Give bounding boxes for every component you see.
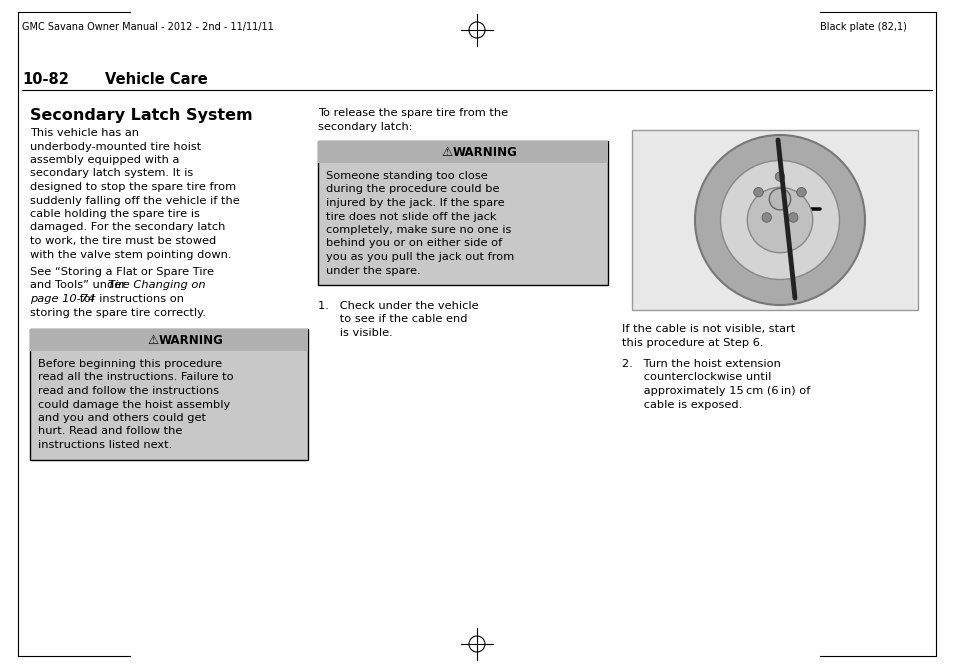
Text: ⚠: ⚠ (147, 334, 158, 347)
FancyBboxPatch shape (317, 141, 607, 163)
Text: is visible.: is visible. (317, 328, 393, 338)
Text: assembly equipped with a: assembly equipped with a (30, 155, 179, 165)
Text: during the procedure could be: during the procedure could be (326, 184, 499, 194)
Text: injured by the jack. If the spare: injured by the jack. If the spare (326, 198, 504, 208)
Text: you as you pull the jack out from: you as you pull the jack out from (326, 252, 514, 262)
Text: counterclockwise until: counterclockwise until (621, 373, 771, 383)
FancyBboxPatch shape (631, 130, 917, 310)
Text: 1.   Check under the vehicle: 1. Check under the vehicle (317, 301, 478, 311)
Text: read all the instructions. Failure to: read all the instructions. Failure to (38, 373, 233, 383)
Text: suddenly falling off the vehicle if the: suddenly falling off the vehicle if the (30, 196, 239, 206)
Text: Black plate (82,1): Black plate (82,1) (820, 22, 906, 32)
Text: cable is exposed.: cable is exposed. (621, 399, 741, 409)
Text: designed to stop the spare tire from: designed to stop the spare tire from (30, 182, 236, 192)
Text: instructions listed next.: instructions listed next. (38, 440, 172, 450)
Text: WARNING: WARNING (453, 146, 517, 159)
FancyBboxPatch shape (30, 329, 308, 460)
Text: Vehicle Care: Vehicle Care (105, 72, 208, 87)
Text: behind you or on either side of: behind you or on either side of (326, 238, 501, 248)
Text: 2.   Turn the hoist extension: 2. Turn the hoist extension (621, 359, 781, 369)
Text: Before beginning this procedure: Before beginning this procedure (38, 359, 222, 369)
Text: to see if the cable end: to see if the cable end (317, 315, 467, 325)
Circle shape (775, 172, 784, 181)
Text: hurt. Read and follow the: hurt. Read and follow the (38, 426, 182, 436)
Text: completely, make sure no one is: completely, make sure no one is (326, 225, 511, 235)
Text: Someone standing too close: Someone standing too close (326, 171, 487, 181)
Text: approximately 15 cm (6 in) of: approximately 15 cm (6 in) of (621, 386, 809, 396)
Text: and Tools” under: and Tools” under (30, 281, 130, 291)
Text: See “Storing a Flat or Spare Tire: See “Storing a Flat or Spare Tire (30, 267, 213, 277)
Text: WARNING: WARNING (159, 334, 224, 347)
FancyBboxPatch shape (317, 141, 607, 285)
Text: damaged. For the secondary latch: damaged. For the secondary latch (30, 222, 225, 232)
Circle shape (768, 188, 790, 210)
Text: secondary latch system. It is: secondary latch system. It is (30, 168, 193, 178)
Text: If the cable is not visible, start: If the cable is not visible, start (621, 324, 795, 334)
Text: 10-82: 10-82 (22, 72, 69, 87)
Text: underbody-mounted tire hoist: underbody-mounted tire hoist (30, 142, 201, 152)
Text: read and follow the instructions: read and follow the instructions (38, 386, 219, 396)
Text: for instructions on: for instructions on (75, 294, 184, 304)
FancyBboxPatch shape (30, 329, 308, 351)
Circle shape (753, 188, 762, 197)
Text: GMC Savana Owner Manual - 2012 - 2nd - 11/11/11: GMC Savana Owner Manual - 2012 - 2nd - 1… (22, 22, 274, 32)
Text: cable holding the spare tire is: cable holding the spare tire is (30, 209, 200, 219)
Circle shape (720, 160, 839, 279)
Circle shape (695, 135, 864, 305)
Text: tire does not slide off the jack: tire does not slide off the jack (326, 212, 496, 222)
Text: with the valve stem pointing down.: with the valve stem pointing down. (30, 250, 232, 259)
Text: secondary latch:: secondary latch: (317, 122, 413, 132)
Text: under the spare.: under the spare. (326, 265, 420, 275)
Text: storing the spare tire correctly.: storing the spare tire correctly. (30, 307, 206, 317)
Text: to work, the tire must be stowed: to work, the tire must be stowed (30, 236, 216, 246)
Text: This vehicle has an: This vehicle has an (30, 128, 139, 138)
Text: and you and others could get: and you and others could get (38, 413, 206, 423)
Circle shape (746, 187, 812, 253)
Circle shape (788, 212, 798, 222)
Text: To release the spare tire from the: To release the spare tire from the (317, 108, 508, 118)
Text: page 10-74: page 10-74 (30, 294, 95, 304)
Circle shape (796, 188, 805, 197)
Text: Tire Changing on: Tire Changing on (108, 281, 205, 291)
Text: ⚠: ⚠ (440, 146, 452, 159)
Text: this procedure at Step 6.: this procedure at Step 6. (621, 337, 762, 347)
Circle shape (761, 212, 771, 222)
Text: Secondary Latch System: Secondary Latch System (30, 108, 253, 123)
Text: could damage the hoist assembly: could damage the hoist assembly (38, 399, 230, 409)
